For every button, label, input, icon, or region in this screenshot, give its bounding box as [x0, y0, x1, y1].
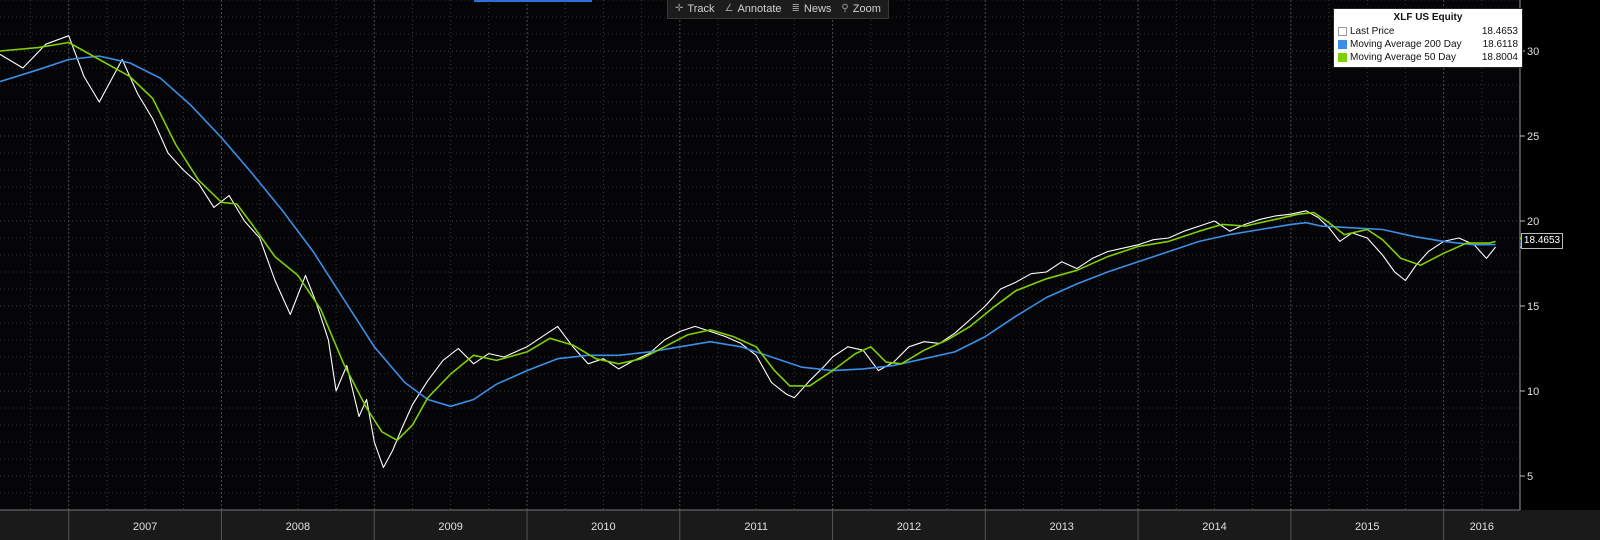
news-label: News [803, 3, 832, 15]
news-button[interactable]: ≣ News [788, 0, 836, 18]
x-tick-label: 2007 [133, 521, 157, 533]
x-tick-label: 2010 [591, 521, 615, 533]
zoom-label: Zoom [852, 3, 881, 15]
x-tick-label: 2013 [1049, 521, 1073, 533]
x-tick-label: 2016 [1470, 521, 1494, 533]
annotate-button[interactable]: ∠ Annotate [720, 0, 785, 18]
y-tick-label: 5 [1527, 471, 1533, 483]
series-ma50 [0, 41, 1496, 442]
y-tick-label: 25 [1527, 131, 1539, 143]
legend-swatch-ma200 [1338, 40, 1347, 49]
legend-label: Moving Average 50 Day [1350, 52, 1456, 63]
legend-title: XLF US Equity [1393, 12, 1463, 23]
legend-swatch-ma50 [1338, 53, 1347, 62]
crosshair-icon: ✛ [675, 3, 684, 14]
legend-value: 18.4653 [1481, 26, 1518, 37]
x-tick-label: 2015 [1355, 521, 1379, 533]
legend-value: 18.6118 [1482, 39, 1518, 50]
x-tick-label: 2009 [438, 521, 462, 533]
y-tick-label: 30 [1527, 46, 1539, 58]
top-accent-bar [474, 0, 592, 2]
x-tick-label: 2008 [286, 521, 310, 533]
x-tick-label: 2012 [897, 521, 921, 533]
last-price-tag: 18.4653 [1521, 233, 1563, 249]
pencil-icon: ∠ [724, 3, 734, 14]
x-tick-label: 2014 [1202, 521, 1226, 533]
chart-toolbar: ✛ Track ∠ Annotate ≣ News ⚲ Zoom [667, 0, 889, 19]
legend-item-ma50[interactable]: Moving Average 50 Day 18.8004 [1338, 51, 1518, 64]
track-button[interactable]: ✛ Track [671, 0, 718, 18]
legend-label: Last Price [1350, 26, 1395, 37]
y-tick-label: 20 [1527, 216, 1539, 228]
legend-swatch-last-price [1338, 27, 1347, 36]
y-tick-label: 10 [1527, 386, 1539, 398]
series-ma200 [0, 55, 1496, 408]
legend-item-last-price[interactable]: Last Price 18.4653 [1338, 25, 1518, 38]
legend-item-ma200[interactable]: Moving Average 200 Day 18.6118 [1338, 38, 1518, 51]
zoom-button[interactable]: ⚲ Zoom [837, 0, 884, 18]
series-last-price [0, 35, 1497, 469]
annotate-label: Annotate [737, 3, 782, 15]
track-label: Track [687, 3, 715, 15]
magnifier-icon: ⚲ [841, 3, 849, 14]
chart-legend: XLF US Equity Last Price 18.4653 Moving … [1333, 8, 1523, 68]
x-axis-band [0, 510, 1600, 540]
legend-value: 18.8004 [1481, 52, 1518, 63]
news-icon: ≣ [791, 3, 800, 14]
legend-label: Moving Average 200 Day [1350, 39, 1462, 50]
y-tick-label: 15 [1527, 301, 1539, 313]
x-tick-label: 2011 [744, 521, 768, 533]
